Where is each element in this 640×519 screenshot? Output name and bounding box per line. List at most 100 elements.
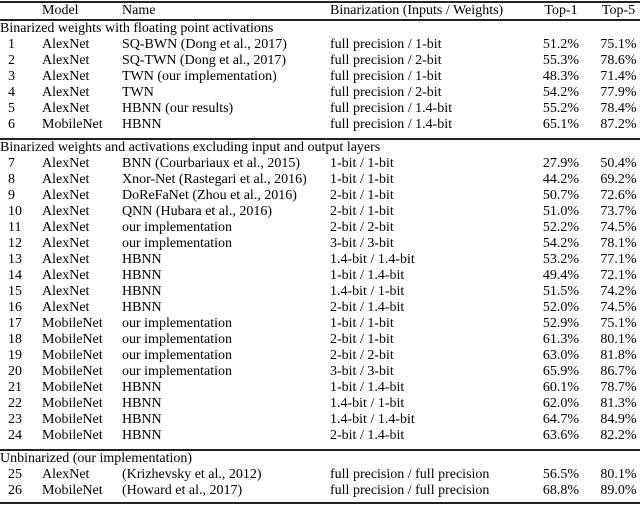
model-cell: MobileNet xyxy=(42,380,103,395)
model-cell: AlexNet xyxy=(42,172,90,187)
col-header-top5: Top-5 xyxy=(597,2,640,21)
top1-cell: 60.1% xyxy=(542,380,580,395)
top1-cell: 51.0% xyxy=(542,204,580,219)
top1-cell: 50.7% xyxy=(542,188,580,203)
top5-cell: 72.1% xyxy=(600,268,637,283)
binarization-cell: 1-bit / 1-bit xyxy=(330,172,394,187)
name-cell: HBNN xyxy=(122,252,162,267)
model-cell: MobileNet xyxy=(42,348,103,363)
row-index-cell: 9 xyxy=(8,188,15,203)
binarization-cell: 1-bit / 1.4-bit xyxy=(330,380,405,395)
row-index-cell: 12 xyxy=(8,236,22,251)
top5-cell: 69.2% xyxy=(600,172,637,187)
binarization-cell: full precision / full precision xyxy=(330,467,490,482)
model-cell: MobileNet xyxy=(42,364,103,379)
top1-cell: 56.5% xyxy=(542,467,580,482)
table-row: 1 AlexNet SQ-BWN (Dong et al., 2017) full p… xyxy=(0,37,640,53)
top5-cell: 73.7% xyxy=(600,204,637,219)
row-index-cell: 8 xyxy=(8,172,15,187)
binarization-cell: full precision / 1-bit xyxy=(330,37,442,52)
top1-cell: 61.3% xyxy=(542,332,580,347)
table-row: 20 MobileNet our implementation 3-bit / 3-b… xyxy=(0,364,640,380)
model-cell: AlexNet xyxy=(42,467,90,482)
name-cell: HBNN xyxy=(122,284,162,299)
binarization-cell: 1-bit / 1.4-bit xyxy=(330,268,405,283)
top1-cell: 65.1% xyxy=(542,117,580,132)
name-cell: our implementation xyxy=(122,220,233,235)
section-title: Binarized weights with floating point ac… xyxy=(0,21,274,36)
row-index-cell: 7 xyxy=(8,156,15,171)
top5-cell: 81.8% xyxy=(600,348,637,363)
top5-cell: 75.1% xyxy=(600,316,637,331)
model-cell: AlexNet xyxy=(42,85,90,100)
row-index-cell: 20 xyxy=(8,364,22,379)
model-cell: AlexNet xyxy=(42,204,90,219)
row-index-cell: 24 xyxy=(8,428,22,443)
name-cell: HBNN xyxy=(122,412,162,427)
model-cell: MobileNet xyxy=(42,332,103,347)
top1-cell: 65.9% xyxy=(542,364,580,379)
top1-cell: 68.8% xyxy=(542,483,580,498)
binarization-cell: 1-bit / 1-bit xyxy=(330,316,394,331)
row-index-cell: 5 xyxy=(8,101,15,116)
model-cell: MobileNet xyxy=(42,316,103,331)
top5-cell: 74.5% xyxy=(600,300,637,315)
table-row: 24 MobileNet HBNN 2-bit / 1.4-bit 63.6% 82.2% xyxy=(0,428,640,450)
top5-cell: 74.5% xyxy=(600,220,637,235)
table-row: 10 AlexNet QNN (Hubara et al., 2016) 2-bit … xyxy=(0,204,640,220)
top5-cell: 80.1% xyxy=(600,467,637,482)
top5-cell: 80.1% xyxy=(600,332,637,347)
row-index-cell: 21 xyxy=(8,380,22,395)
binarization-cell: full precision / 1.4-bit xyxy=(330,117,453,132)
top5-cell: 77.9% xyxy=(600,85,637,100)
col-header-binarization: Binarization (Inputs / Weights) xyxy=(330,2,525,21)
top1-cell: 52.2% xyxy=(542,220,580,235)
top1-cell: 54.2% xyxy=(542,85,580,100)
table-row: 2 AlexNet SQ-TWN (Dong et al., 2017) full p… xyxy=(0,53,640,69)
top1-cell: 53.2% xyxy=(542,252,580,267)
name-cell: DoReFaNet (Zhou et al., 2016) xyxy=(122,188,297,203)
name-cell: HBNN (our results) xyxy=(122,101,234,116)
top1-cell: 55.2% xyxy=(542,101,580,116)
top5-cell: 82.2% xyxy=(600,428,637,443)
name-cell: (Krizhevsky et al., 2012) xyxy=(122,467,262,482)
top1-cell: 55.3% xyxy=(542,53,580,68)
name-cell: HBNN xyxy=(122,396,162,411)
name-cell: TWN xyxy=(122,85,154,100)
model-cell: AlexNet xyxy=(42,252,90,267)
top1-cell: 52.9% xyxy=(542,316,580,331)
row-index-cell: 16 xyxy=(8,300,22,315)
binarization-cell: 3-bit / 3-bit xyxy=(330,236,394,251)
model-cell: MobileNet xyxy=(42,117,103,132)
col-header-model: Model xyxy=(42,2,122,21)
table-section-2: Binarized weights and activations exclud… xyxy=(0,139,640,450)
table-row: 21 MobileNet HBNN 1-bit / 1.4-bit 60.1% 78.7% xyxy=(0,380,640,396)
section-title: Binarized weights and activations exclud… xyxy=(0,140,381,155)
row-index-cell: 10 xyxy=(8,204,22,219)
table-row: 8 AlexNet Xnor-Net (Rastegari et al., 2016… xyxy=(0,172,640,188)
name-cell: Xnor-Net (Rastegari et al., 2016) xyxy=(122,172,307,187)
name-cell: our implementation xyxy=(122,332,233,347)
model-cell: AlexNet xyxy=(42,37,90,52)
top1-cell: 63.6% xyxy=(542,428,580,443)
row-index-cell: 26 xyxy=(8,483,22,498)
row-index-cell: 15 xyxy=(8,284,22,299)
top5-cell: 81.3% xyxy=(600,396,637,411)
top5-cell: 78.7% xyxy=(600,380,637,395)
name-cell: our implementation xyxy=(122,364,233,379)
model-cell: MobileNet xyxy=(42,396,103,411)
col-header-index xyxy=(0,2,42,21)
row-index-cell: 6 xyxy=(8,117,15,132)
binarization-cell: 2-bit / 1-bit xyxy=(330,204,394,219)
top5-cell: 87.2% xyxy=(600,117,637,132)
top1-cell: 49.4% xyxy=(542,268,580,283)
top1-cell: 27.9% xyxy=(542,156,580,171)
name-cell: HBNN xyxy=(122,380,162,395)
binarization-cell: full precision / full precision xyxy=(330,483,490,498)
model-cell: MobileNet xyxy=(42,428,103,443)
model-cell: AlexNet xyxy=(42,220,90,235)
table-row: 13 AlexNet HBNN 1.4-bit / 1.4-bit 53.2% 77.1% xyxy=(0,252,640,268)
table-row: 7 AlexNet BNN (Courbariaux et al., 2015) 1-… xyxy=(0,156,640,172)
section-title-row: Binarized weights and activations exclud… xyxy=(0,139,640,156)
binarization-cell: 1.4-bit / 1-bit xyxy=(330,284,405,299)
